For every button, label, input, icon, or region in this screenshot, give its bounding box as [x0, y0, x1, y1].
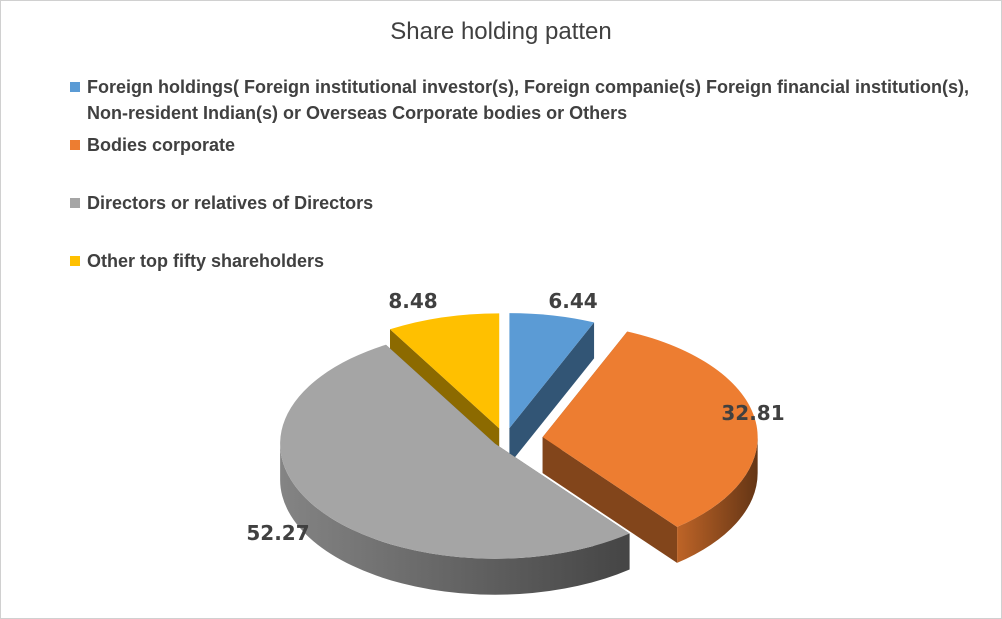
legend-swatch-directors [70, 198, 80, 208]
legend-item-other-top-fifty: Other top fifty shareholders [70, 248, 970, 274]
data-label-directors: 52.27 [246, 521, 309, 545]
pie-slice-wall-bodies-corporate-1 [542, 437, 678, 563]
data-label-other-top-fifty: 8.48 [388, 289, 437, 313]
pie-slice-side-foreign-holdings [509, 322, 595, 465]
pie-slice-other-top-fifty [389, 313, 500, 429]
legend-swatch-bodies-corporate [70, 140, 80, 150]
data-label-bodies-corporate: 32.81 [721, 401, 784, 425]
pie-slice-rim-directors [280, 443, 630, 595]
legend-label-directors: Directors or relatives of Directors [87, 193, 374, 213]
pie-slice-foreign-holdings [509, 313, 595, 429]
legend-label-other-top-fifty: Other top fifty shareholders [87, 251, 325, 271]
legend-item-bodies-corporate: Bodies corporate [70, 132, 970, 158]
pie-slice-bodies-corporate [542, 331, 758, 527]
pie-tops [280, 313, 758, 559]
legend-label-foreign-holdings: Foreign holdings( Foreign institutional … [87, 77, 970, 123]
pie-slice-directors [280, 344, 630, 559]
legend-item-directors: Directors or relatives of Directors [70, 190, 970, 216]
pie-labels: 6.44 32.81 52.27 8.48 [246, 289, 784, 545]
data-label-foreign-holdings: 6.44 [548, 289, 597, 313]
legend-swatch-foreign-holdings [70, 82, 80, 92]
legend-swatch-other-top-fifty [70, 256, 80, 266]
legend-label-bodies-corporate: Bodies corporate [87, 135, 236, 155]
pie-slice-rim-bodies-corporate [677, 437, 758, 563]
chart-title: Share holding patten [390, 18, 612, 45]
legend-item-foreign-holdings: Foreign holdings( Foreign institutional … [70, 74, 970, 126]
pie-slice-wall-foreign-holdings-1 [509, 322, 595, 465]
